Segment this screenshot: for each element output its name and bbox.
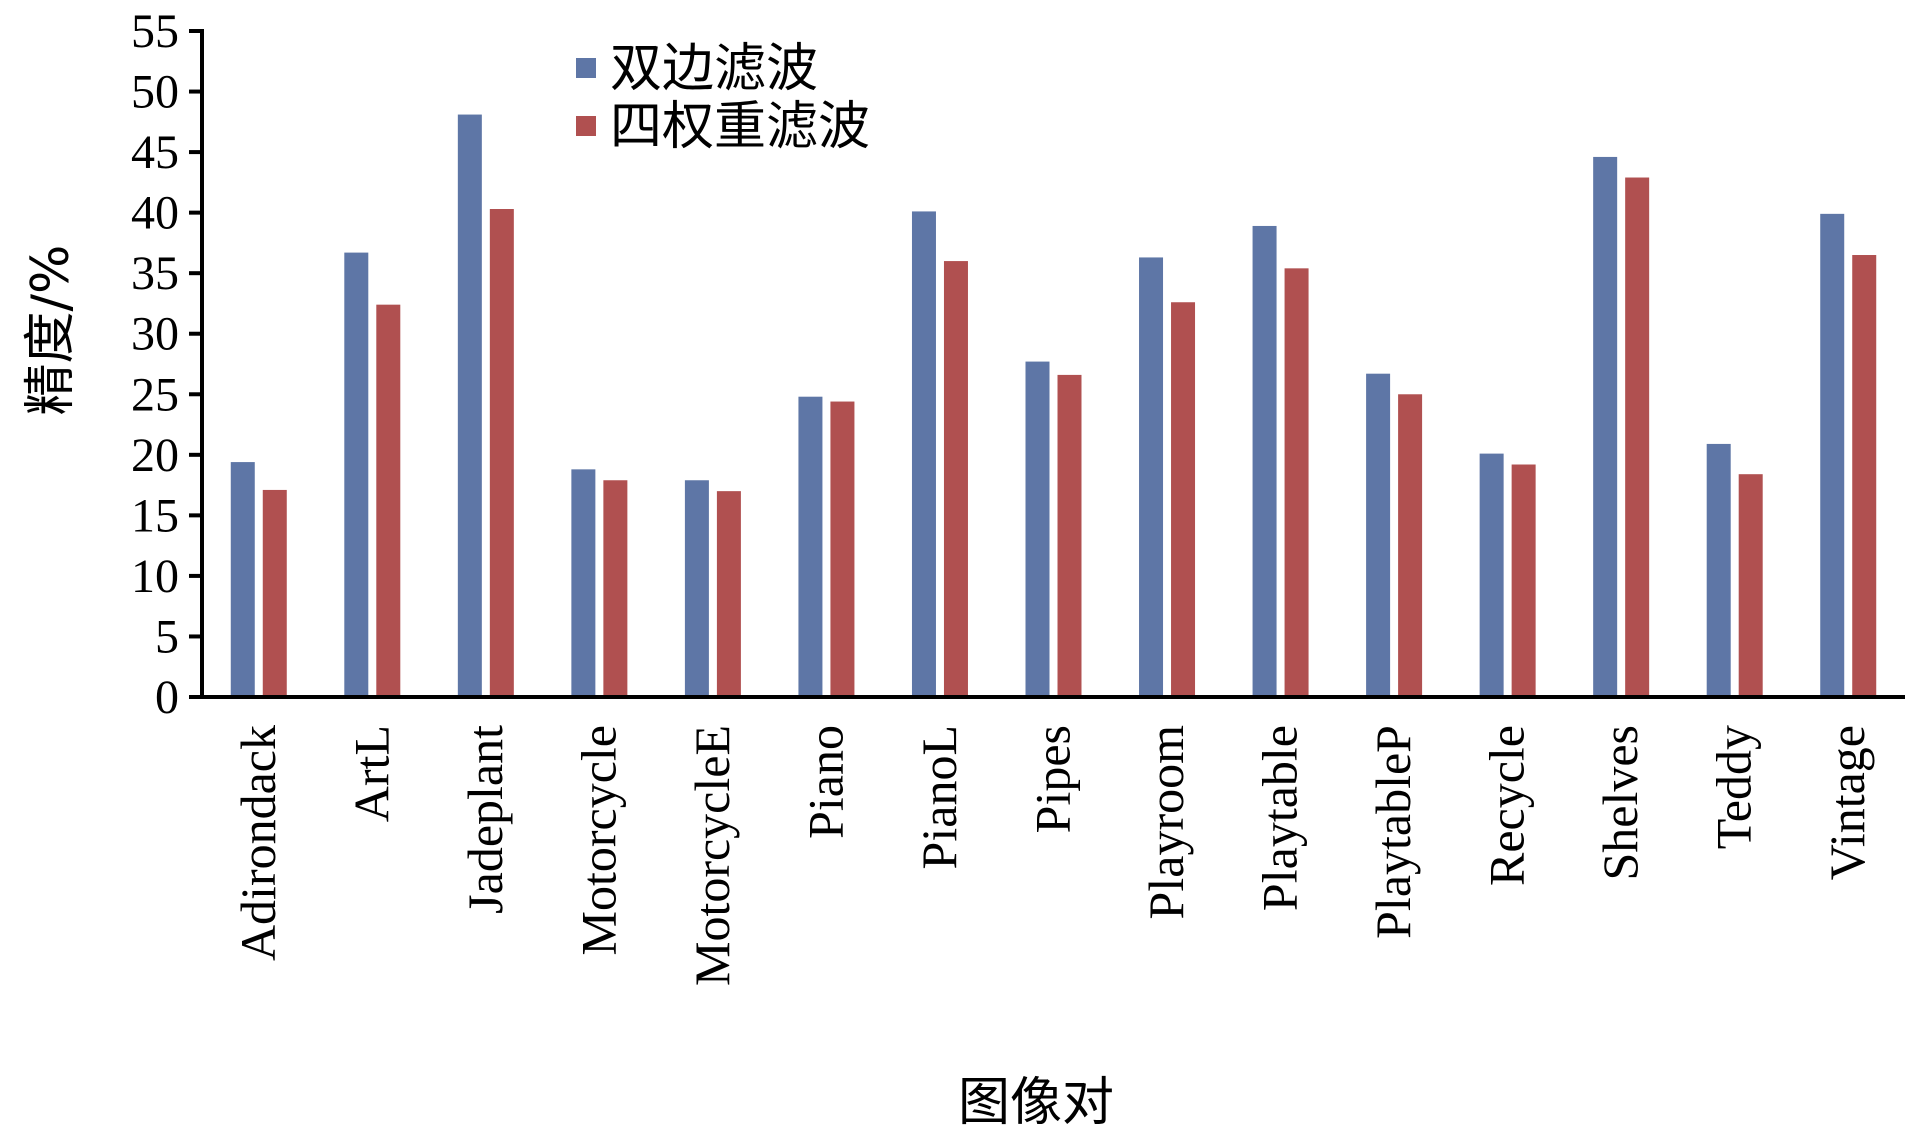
legend-label: 四权重滤波	[610, 97, 870, 157]
bar-series-2	[376, 304, 401, 697]
x-tick-label: Recycle	[1479, 725, 1535, 886]
bar-series-2	[603, 480, 628, 697]
x-tick-label: Motorcycle	[570, 725, 626, 955]
y-tick-label: 20	[131, 429, 179, 482]
x-tick-label: PianoL	[911, 725, 967, 869]
y-tick-label: 55	[131, 5, 179, 58]
bar-series-1	[1479, 453, 1504, 697]
x-tick-labels: Adirondack ArtL Jadeplant Motorcycle Motorcy…	[230, 725, 1875, 986]
x-tick-label: Shelves	[1592, 725, 1648, 881]
bar-series-1	[1139, 257, 1164, 697]
legend-swatch	[576, 58, 596, 78]
bar-series-1	[571, 469, 596, 697]
y-tick-label: 35	[131, 247, 179, 300]
bar-series-2	[1284, 268, 1309, 697]
bar-series-2	[262, 489, 287, 697]
bar-series-2	[1625, 177, 1650, 697]
y-tick-label: 45	[131, 126, 179, 179]
x-tick-label: Vintage	[1819, 725, 1875, 880]
x-axis-title: 图像对	[958, 1073, 1114, 1133]
x-tick-label: Teddy	[1706, 725, 1762, 849]
bar-series-1	[1706, 443, 1731, 697]
bar-series-1	[1366, 373, 1391, 697]
y-tick-label: 30	[131, 308, 179, 361]
bar-series-1	[1593, 156, 1618, 697]
bars-layer	[230, 114, 1877, 697]
y-axis-title: 精度/%	[21, 245, 81, 416]
bar-series-1	[1820, 213, 1845, 697]
y-tick-label: 15	[131, 489, 179, 542]
bar-series-1	[1252, 225, 1277, 697]
y-tick-label: 10	[131, 550, 179, 603]
bar-series-1	[1025, 361, 1050, 697]
y-tick-label: 40	[131, 187, 179, 240]
bar-series-2	[1852, 255, 1877, 697]
bar-series-2	[830, 401, 855, 697]
bar-series-2	[489, 209, 514, 697]
bar-series-1	[798, 396, 823, 697]
y-tick-label: 0	[155, 671, 179, 724]
bar-series-2	[1738, 474, 1763, 697]
bar-series-2	[1398, 394, 1423, 697]
axes-layer	[200, 29, 1905, 699]
x-tick-label: Jadeplant	[457, 725, 513, 914]
bar-series-2	[716, 491, 741, 697]
bar-series-1	[684, 480, 709, 697]
bar-series-1	[457, 114, 482, 697]
x-tick-label: Playtable	[1252, 725, 1308, 911]
x-tick-label: Piano	[797, 725, 853, 839]
y-tick-label: 5	[155, 610, 179, 663]
bar-series-1	[344, 252, 369, 697]
bar-series-1	[230, 462, 255, 697]
bar-series-2	[1057, 374, 1082, 697]
y-tick-label: 25	[131, 368, 179, 421]
y-ticks: 0 5 10 15 20 25 30 35 40 45 50 55	[131, 5, 202, 724]
x-tick-label: Playroom	[1138, 725, 1194, 920]
bar-series-2	[1171, 302, 1196, 697]
bar-series-2	[943, 261, 968, 697]
bar-series-1	[911, 211, 936, 697]
y-tick-label: 50	[131, 66, 179, 119]
legend-swatch	[576, 116, 596, 136]
x-tick-label: ArtL	[343, 725, 399, 822]
legend-label: 双边滤波	[610, 39, 818, 99]
x-tick-label: PlaytableP	[1365, 725, 1421, 939]
x-tick-label: MotorcycleE	[684, 725, 740, 986]
x-tick-label: Adirondack	[230, 725, 286, 961]
x-tick-label: Pipes	[1025, 725, 1081, 833]
bar-series-2	[1511, 464, 1536, 697]
